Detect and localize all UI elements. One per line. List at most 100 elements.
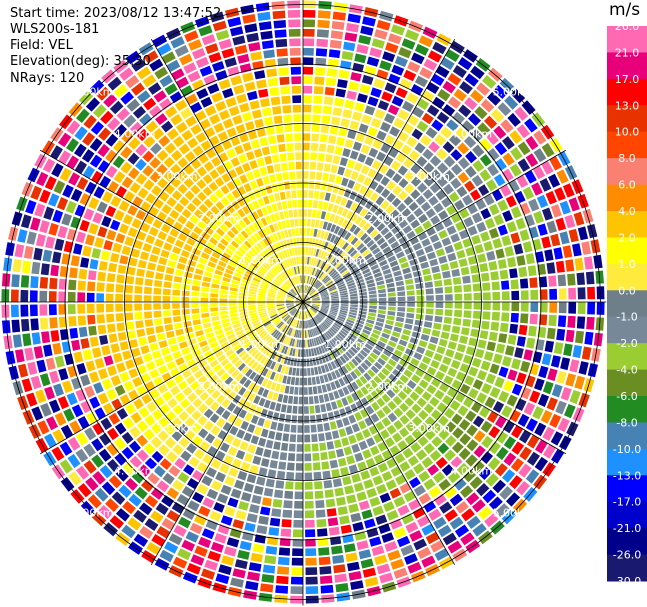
velocity-cell	[257, 306, 266, 310]
velocity-cell	[195, 132, 207, 143]
velocity-cell	[498, 333, 508, 344]
velocity-cell	[378, 523, 391, 534]
velocity-cell	[286, 269, 292, 277]
velocity-cell	[247, 213, 255, 223]
velocity-cell	[310, 307, 317, 313]
velocity-cell	[230, 577, 244, 588]
velocity-cell	[209, 256, 219, 264]
velocity-cell	[83, 114, 97, 129]
velocity-cell	[312, 300, 320, 302]
velocity-cell	[125, 312, 134, 321]
velocity-cell	[236, 197, 246, 207]
velocity-cell	[190, 184, 201, 195]
velocity-cell	[322, 322, 329, 329]
velocity-cell	[445, 421, 457, 433]
velocity-cell	[492, 291, 501, 301]
velocity-cell	[124, 294, 133, 302]
velocity-cell	[481, 383, 492, 395]
velocity-cell	[390, 209, 400, 219]
velocity-cell	[429, 450, 442, 462]
velocity-cell	[205, 210, 215, 220]
velocity-cell	[457, 405, 469, 417]
velocity-cell	[75, 389, 87, 402]
velocity-cell	[174, 99, 188, 112]
velocity-cell	[312, 298, 320, 301]
velocity-cell	[510, 206, 522, 219]
velocity-cell	[333, 275, 341, 281]
velocity-cell	[215, 201, 225, 211]
velocity-cell	[101, 215, 112, 228]
velocity-cell	[238, 308, 247, 313]
velocity-cell	[387, 287, 396, 293]
velocity-cell	[159, 458, 172, 470]
velocity-cell	[98, 448, 112, 462]
velocity-cell	[198, 340, 208, 348]
velocity-cell	[303, 302, 306, 310]
velocity-cell	[402, 267, 411, 275]
velocity-cell	[107, 323, 116, 333]
velocity-cell	[472, 460, 485, 474]
velocity-cell	[22, 333, 32, 347]
velocity-cell	[422, 268, 431, 276]
velocity-cell	[443, 183, 454, 195]
velocity-cell	[391, 354, 400, 363]
velocity-cell	[308, 320, 312, 328]
velocity-cell	[283, 423, 291, 433]
velocity-cell	[341, 342, 349, 350]
velocity-cell	[329, 213, 336, 222]
velocity-cell	[342, 148, 351, 158]
velocity-cell	[220, 442, 230, 453]
velocity-cell	[353, 240, 362, 248]
velocity-cell	[496, 446, 509, 461]
velocity-cell	[330, 294, 339, 298]
velocity-cell	[23, 245, 34, 259]
velocity-cell	[516, 336, 526, 347]
velocity-cell	[262, 263, 270, 271]
velocity-cell	[216, 368, 226, 377]
velocity-cell	[286, 298, 294, 301]
velocity-cell	[299, 237, 303, 246]
velocity-cell	[321, 413, 329, 422]
velocity-cell	[131, 218, 142, 229]
velocity-cell	[191, 410, 202, 421]
velocity-cell	[528, 325, 537, 337]
velocity-cell	[150, 487, 164, 500]
velocity-cell	[99, 335, 109, 345]
velocity-cell	[139, 113, 153, 126]
velocity-cell	[452, 111, 465, 125]
velocity-cell	[444, 449, 456, 462]
velocity-cell	[285, 414, 292, 423]
velocity-cell	[383, 349, 392, 357]
velocity-cell	[415, 283, 424, 289]
velocity-cell	[251, 280, 260, 285]
velocity-cell	[128, 368, 139, 379]
velocity-cell	[557, 315, 567, 328]
velocity-cell	[317, 249, 323, 258]
velocity-cell	[155, 502, 169, 516]
velocity-cell	[409, 530, 423, 542]
velocity-cell	[297, 190, 302, 198]
velocity-cell	[106, 443, 119, 456]
velocity-cell	[518, 324, 528, 336]
velocity-cell	[387, 220, 397, 230]
velocity-cell	[436, 346, 446, 355]
velocity-cell	[128, 493, 142, 507]
velocity-cell	[305, 247, 309, 255]
velocity-cell	[303, 302, 309, 308]
velocity-cell	[218, 152, 229, 163]
colorbar: 26.021.017.013.010.08.06.04.02.01.00.0-1…	[607, 26, 647, 588]
velocity-cell	[67, 291, 76, 302]
velocity-cell	[338, 367, 345, 376]
velocity-cell	[232, 115, 243, 125]
velocity-cell	[450, 177, 462, 190]
velocity-cell	[416, 295, 425, 301]
velocity-cell	[58, 278, 67, 290]
velocity-cell	[297, 247, 301, 255]
velocity-cell	[20, 214, 32, 229]
velocity-cell	[327, 372, 333, 382]
velocity-cell	[376, 222, 386, 232]
velocity-cell	[110, 219, 121, 231]
velocity-cell	[288, 268, 293, 276]
velocity-cell	[401, 38, 416, 50]
velocity-cell	[555, 217, 567, 231]
